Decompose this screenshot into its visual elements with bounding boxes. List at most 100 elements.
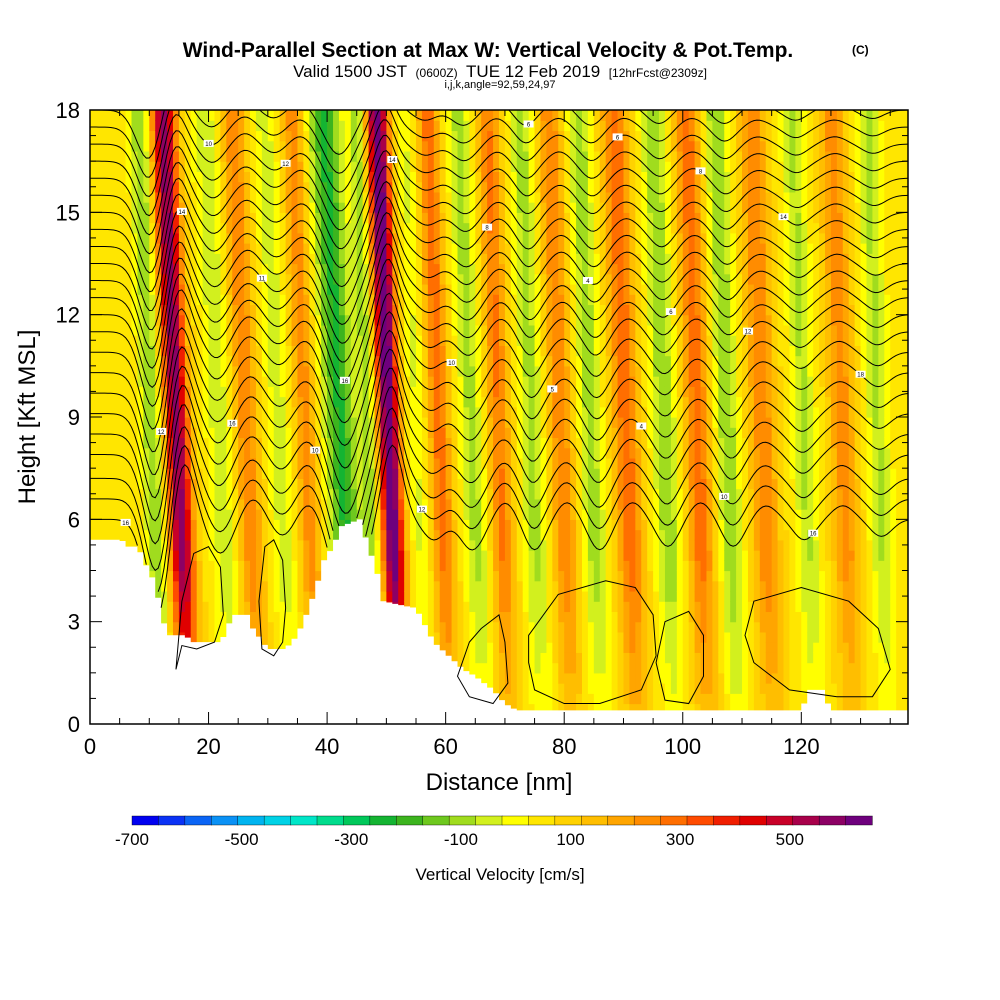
velocity-cell [487,498,494,510]
velocity-cell [546,468,553,479]
velocity-cell [493,478,500,490]
velocity-cell [564,631,571,643]
velocity-cell [421,447,429,459]
velocity-cell [463,181,470,193]
velocity-cell [131,417,139,428]
velocity-cell [261,355,269,367]
velocity-cell [190,140,198,152]
velocity-cell [303,365,310,377]
velocity-cell [333,457,340,469]
velocity-cell [540,222,548,234]
velocity-cell [202,417,210,428]
velocity-cell [362,202,370,213]
velocity-cell [499,283,506,295]
velocity-cell [291,580,299,592]
velocity-cell [285,202,293,213]
velocity-cell [297,539,304,551]
velocity-cell [161,498,168,510]
velocity-cell [522,150,530,162]
velocity-cell [558,631,565,643]
velocity-cell [190,478,198,490]
velocity-cell [463,457,470,469]
velocity-cell [267,243,275,254]
velocity-cell [273,110,281,121]
velocity-cell [504,519,512,531]
velocity-cell [558,478,565,490]
velocity-cell [297,222,304,234]
velocity-cell [493,376,500,387]
velocity-cell [143,222,150,234]
velocity-cell [261,161,269,172]
velocity-cell [285,611,293,623]
velocity-cell [113,181,121,193]
velocity-cell [95,335,103,346]
velocity-cell [386,478,393,490]
velocity-cell [155,457,162,469]
velocity-cell [374,529,382,541]
velocity-cell [416,550,423,561]
velocity-cell [528,212,536,224]
velocity-cell [321,406,328,418]
velocity-cell [137,417,144,428]
velocity-cell [155,335,162,346]
velocity-cell [433,611,441,623]
velocity-cell [220,181,227,193]
velocity-cell [244,590,251,602]
velocity-cell [107,273,115,285]
velocity-cell [131,427,139,439]
velocity-cell [309,478,316,490]
velocity-cell [232,304,239,316]
velocity-cell [451,304,459,316]
velocity-cell [90,365,97,377]
velocity-cell [510,437,518,449]
velocity-cell [362,110,370,121]
velocity-cell [570,457,577,469]
velocity-cell [528,693,536,705]
velocity-cell [380,386,387,398]
velocity-cell [564,621,571,633]
velocity-cell [398,457,405,469]
velocity-cell [267,488,275,500]
velocity-cell [101,181,109,193]
velocity-cell [510,611,518,623]
velocity-cell [576,130,583,142]
velocity-cell [338,386,346,398]
velocity-cell [528,365,536,377]
velocity-cell [534,263,542,275]
velocity-cell [267,437,275,449]
velocity-cell [273,621,281,633]
velocity-cell [546,662,553,674]
velocity-cell [261,345,269,357]
velocity-cell [475,386,482,398]
velocity-cell [380,212,387,224]
velocity-cell [534,222,542,234]
velocity-cell [172,314,180,326]
velocity-cell [392,529,399,541]
velocity-cell [238,181,245,193]
velocity-cell [107,386,115,398]
velocity-cell [516,222,524,234]
velocity-cell [576,365,583,377]
velocity-cell [250,202,257,213]
velocity-cell [149,120,156,132]
velocity-cell [439,601,447,613]
velocity-cell [113,253,121,265]
velocity-cell [167,304,174,316]
velocity-cell [273,550,281,561]
velocity-cell [439,181,447,193]
velocity-cell [576,509,583,520]
velocity-cell [386,294,393,306]
velocity-cell [433,498,441,510]
velocity-cell [327,437,334,449]
velocity-cell [161,294,168,306]
velocity-cell [208,335,216,346]
velocity-cell [238,232,245,244]
velocity-cell [427,417,435,428]
velocity-cell [516,161,524,172]
velocity-cell [113,417,121,428]
velocity-cell [172,161,180,172]
velocity-cell [238,202,245,213]
velocity-cell [445,171,453,183]
velocity-cell [534,161,542,172]
velocity-cell [107,120,115,132]
